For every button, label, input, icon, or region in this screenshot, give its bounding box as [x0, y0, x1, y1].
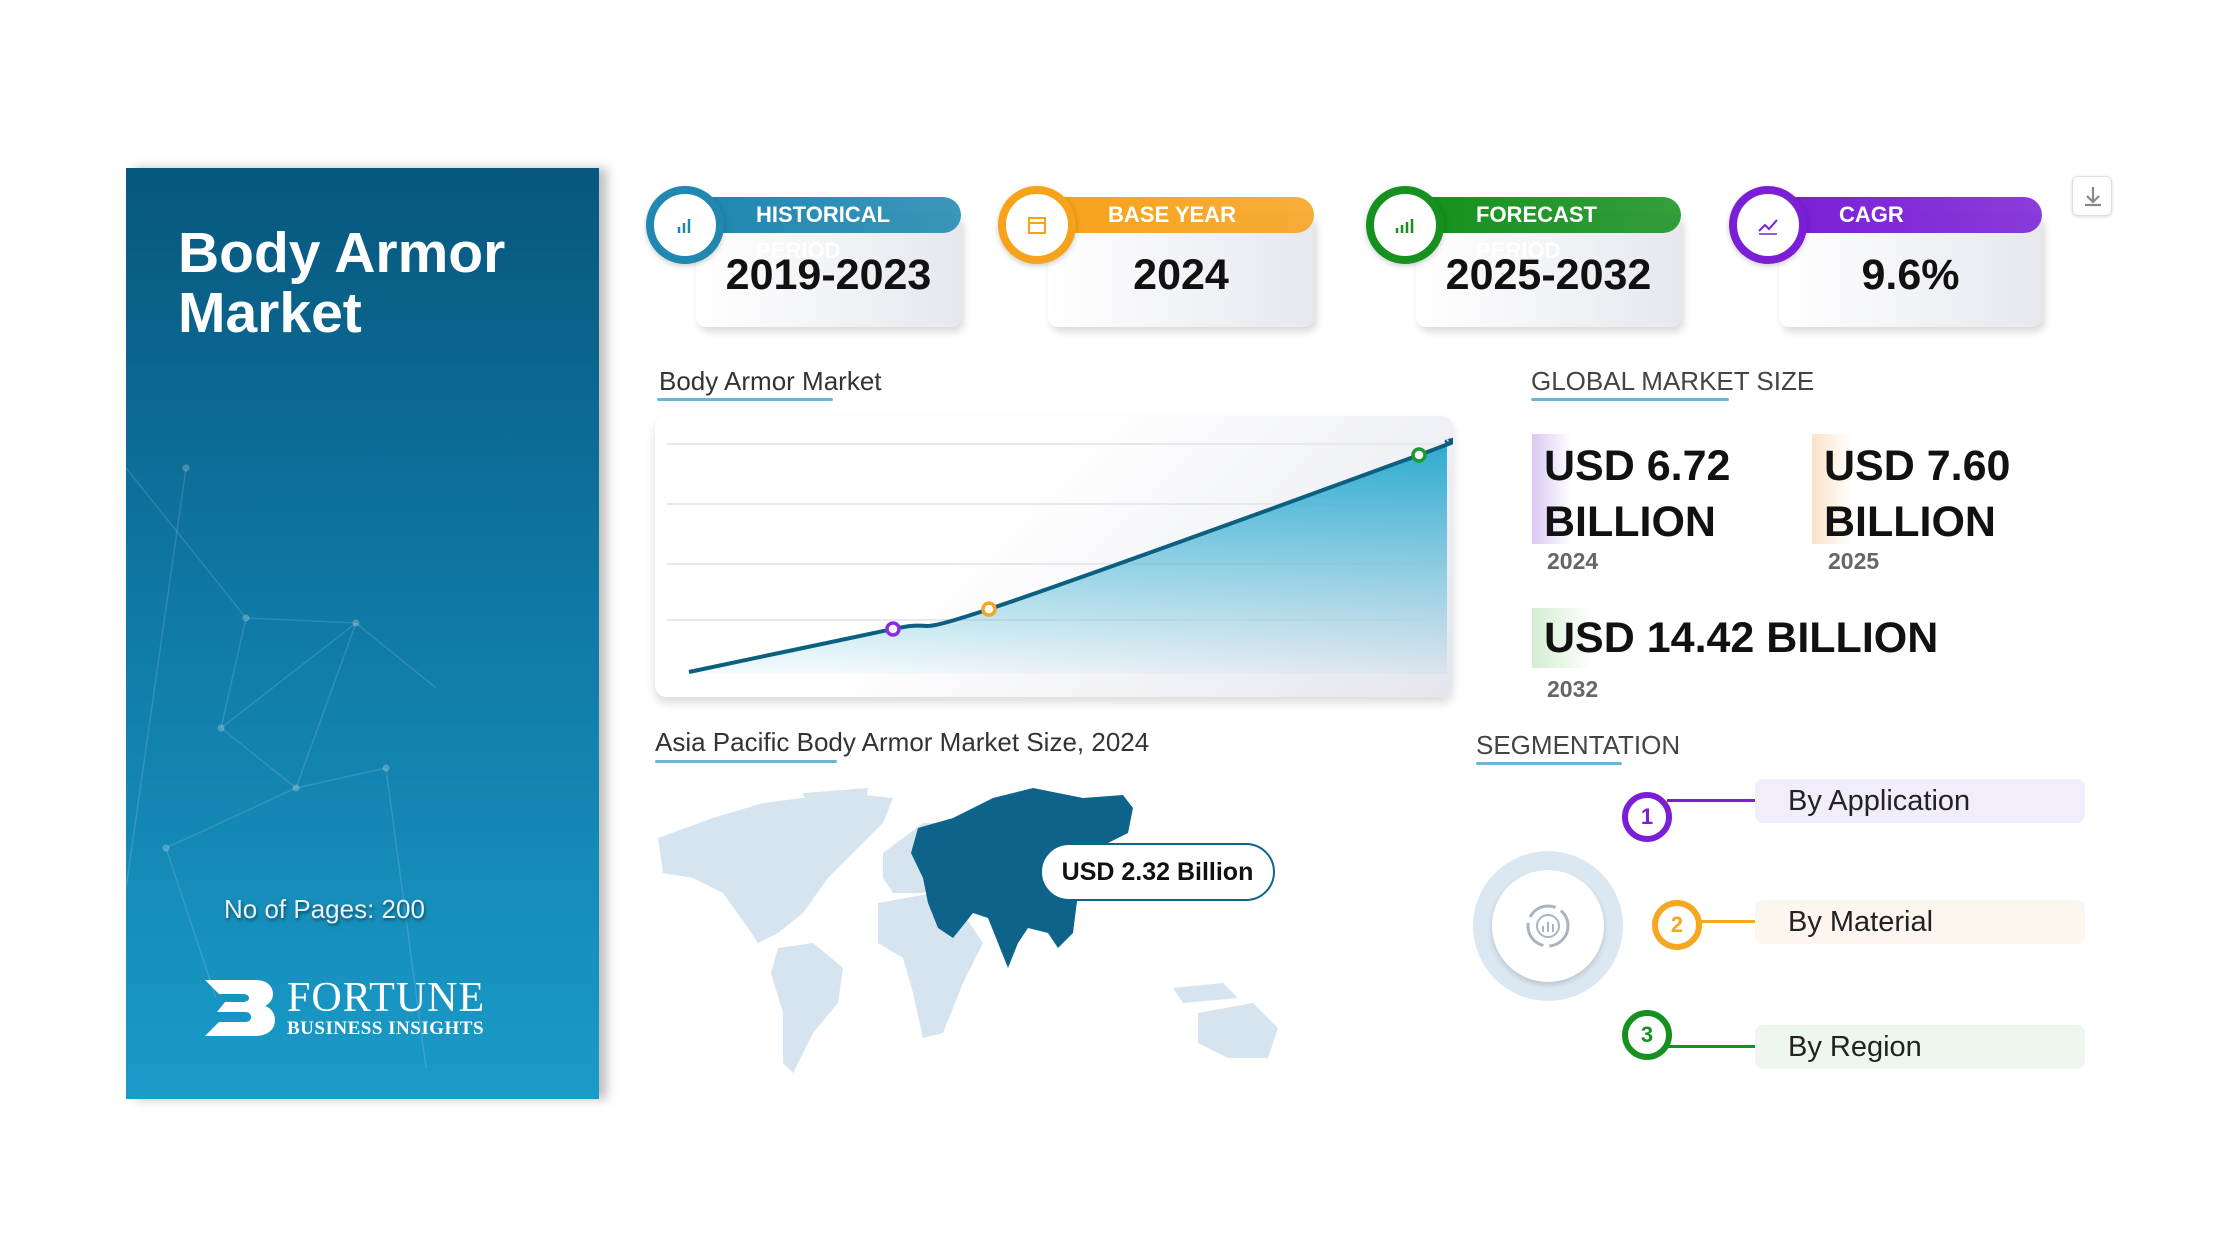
chart-title: Body Armor Market: [659, 366, 882, 396]
page-count: No of Pages: 200: [224, 894, 425, 924]
segment-connector: [1697, 920, 1755, 923]
forecast-chart-icon: [1395, 219, 1414, 233]
asia-pacific-region: [911, 788, 1133, 968]
download-icon: [2085, 187, 2101, 207]
segment-item-by-material[interactable]: By Material: [1755, 900, 2085, 944]
segment-chart-icon: [1526, 904, 1570, 948]
segment-connector: [1667, 1045, 1755, 1048]
map-callout: USD 2.32 Billion: [1040, 843, 1275, 901]
cagr-label: CAGR: [1789, 197, 2042, 233]
south-america: [771, 943, 843, 1073]
growth-chart-icon: [1758, 219, 1778, 235]
fb-logo-icon: [205, 980, 275, 1036]
download-button[interactable]: [2072, 176, 2112, 216]
report-title: Body Armor Market: [178, 221, 506, 345]
network-decoration: [126, 464, 437, 1069]
base-year-label: BASE YEAR: [1058, 197, 1314, 233]
fortune-business-insights-logo: FORTUNE BUSINESS INSIGHTS: [201, 976, 511, 1039]
historical-period-value: 2019-2023: [725, 251, 932, 299]
area-fill: [689, 438, 1461, 674]
map-title: Asia Pacific Body Armor Market Size, 202…: [655, 727, 1150, 757]
greenland: [803, 788, 868, 838]
forecast-period-badge: [1366, 186, 1444, 264]
global-title-underline: [1531, 398, 1729, 401]
data-point-2024: [885, 621, 901, 637]
segment-number-badge: 3: [1622, 1010, 1672, 1060]
highlight-2025: [1812, 434, 1852, 544]
base-year-value: 2024: [1133, 251, 1229, 299]
global-market-size-title: GLOBAL MARKET SIZE: [1531, 366, 1815, 396]
callout-value: USD 2.32 Billion: [1061, 858, 1254, 886]
forecast-period-label: FORECAST PERIOD: [1426, 197, 1681, 263]
segment-item-by-region[interactable]: By Region: [1755, 1025, 2085, 1069]
segment-connector: [1667, 799, 1755, 802]
data-point-2032: [1411, 447, 1427, 463]
year-2024: 2024: [1547, 548, 1599, 574]
market-growth-chart: [667, 436, 1463, 674]
map-title-underline: [655, 760, 837, 763]
segment-number-badge: 2: [1652, 900, 1702, 950]
chart-box: [655, 416, 1463, 697]
world-map: [658, 788, 1278, 1073]
data-point-2025: [981, 601, 997, 617]
highlight-2024: [1532, 434, 1572, 544]
segmentation-title: SEGMENTATION: [1476, 730, 1681, 760]
segment-item-by-application[interactable]: By Application: [1755, 779, 2085, 823]
historical-period-label: HISTORICAL PERIOD: [706, 197, 961, 263]
highlight-2032: [1532, 608, 1592, 668]
market-size-2024: USD 6.72 BILLION: [1544, 442, 1731, 546]
indonesia: [1173, 983, 1238, 1003]
growth-line: [688, 436, 1463, 674]
cagr-badge: [1729, 186, 1807, 264]
cagr-value: 9.6%: [1861, 251, 1960, 299]
bar-chart-icon: [677, 219, 691, 233]
segment-number-badge: 1: [1622, 792, 1672, 842]
title-panel: Body Armor Market No of Pages: 200 FORTU…: [126, 168, 599, 1099]
year-2032: 2032: [1547, 676, 1599, 702]
forecast-period-value: 2025-2032: [1445, 251, 1652, 299]
segmentation-underline: [1476, 762, 1622, 765]
chart-title-underline: [657, 398, 833, 401]
australia: [1198, 1003, 1278, 1058]
market-size-2025: USD 7.60 BILLION: [1824, 442, 2011, 546]
calendar-icon: [1028, 217, 1046, 234]
segmentation-hub: [1473, 851, 1623, 1001]
historical-period-badge: [646, 186, 724, 264]
year-2025: 2025: [1828, 548, 1880, 574]
market-size-2032: USD 14.42 BILLION: [1544, 614, 1939, 662]
base-year-badge: [998, 186, 1076, 264]
